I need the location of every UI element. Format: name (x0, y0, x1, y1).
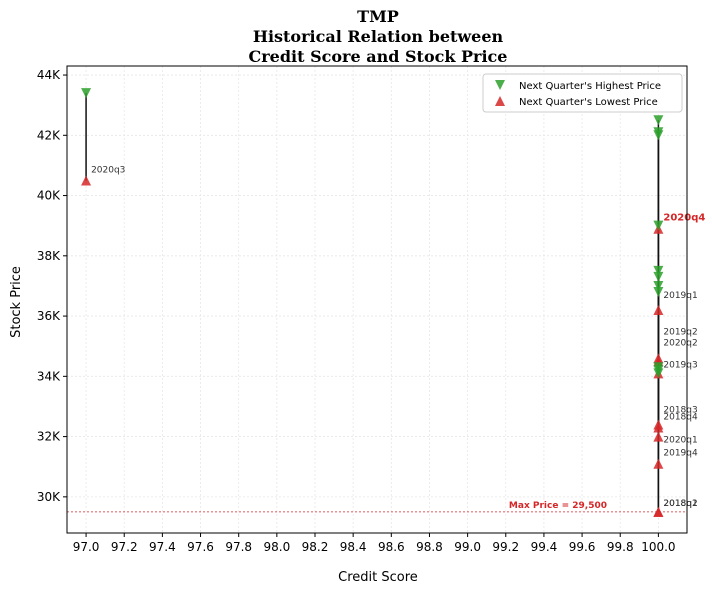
range-lines (85, 93, 660, 512)
reference-line-group: Max Price = 29,500 (67, 501, 687, 513)
plot-area-frame (66, 65, 688, 534)
y-axis-ticks: 30K 32K 34K 36K 38K 40K 42K 44K (37, 68, 67, 504)
point-label-2020q2: 2020q2 (663, 338, 697, 348)
point-label-2019q1: 2019q1 (663, 291, 697, 301)
chart-title-line-2: Historical Relation between (253, 27, 504, 46)
y-tick-label: 38K (37, 249, 61, 263)
y-axis-label: Stock Price (9, 266, 24, 338)
x-tick-label: 97.2 (111, 540, 138, 554)
x-tick-label: 98.0 (263, 540, 290, 554)
y-tick-label: 40K (37, 189, 61, 203)
chart-title: TMP Historical Relation between Credit S… (249, 7, 508, 66)
x-tick-label: 100.0 (641, 540, 675, 554)
x-tick-label: 98.6 (378, 540, 405, 554)
high-price-marker-2020q4 (653, 115, 664, 126)
x-tick-label: 99.6 (569, 540, 596, 554)
point-label-2020q4: 2020q4 (663, 213, 705, 224)
legend-label-high: Next Quarter's Highest Price (519, 81, 661, 92)
high-price-marker-2019q2 (653, 130, 664, 141)
x-tick-label: 97.6 (187, 540, 214, 554)
x-tick-label: 98.4 (340, 540, 367, 554)
y-tick-label: 42K (37, 128, 61, 142)
legend-marker-high (495, 80, 505, 90)
x-tick-label: 99.8 (607, 540, 634, 554)
y-tick-label: 30K (37, 490, 61, 504)
high-price-marker-2019q3 (653, 265, 664, 276)
x-tick-label: 99.2 (492, 540, 519, 554)
x-axis-ticks: 97.0 97.2 97.4 97.6 97.8 98.0 98.2 98.4 98.6 98.8… (73, 533, 676, 554)
legend: Next Quarter's Highest Price Next Quarter… (482, 73, 683, 113)
low-price-marker-2020q1 (653, 431, 664, 442)
x-tick-label: 99.4 (531, 540, 558, 554)
y-tick-label: 34K (37, 369, 61, 383)
point-label-2019q4: 2019q4 (663, 449, 698, 459)
legend-box (482, 73, 683, 113)
x-tick-label: 98.8 (416, 540, 443, 554)
x-axis-label: Credit Score (338, 570, 418, 585)
legend-marker-low (495, 96, 505, 106)
y-tick-label: 44K (37, 68, 61, 82)
high-price-marker-2018q3 (653, 271, 664, 282)
point-label-2018q4: 2018q4 (663, 413, 698, 423)
low-price-marker-2019q1 (653, 305, 664, 316)
x-tick-label: 97.4 (149, 540, 176, 554)
x-tick-label: 99.0 (454, 540, 481, 554)
point-label-2019q2: 2019q2 (663, 327, 697, 337)
data-markers (81, 88, 664, 517)
low-price-marker-2020q3 (81, 175, 92, 186)
chart-title-line-3: Credit Score and Stock Price (249, 47, 508, 66)
reference-line-label: Max Price = 29,500 (509, 501, 607, 511)
point-label-2019q3: 2019q3 (663, 360, 697, 370)
point-label-2018q1: 2018q1 (663, 499, 697, 509)
low-price-marker-2019q4 (653, 458, 664, 469)
point-label-2020q1: 2020q1 (663, 436, 697, 446)
high-price-marker-2020q2 (653, 220, 664, 231)
x-tick-label: 97.8 (225, 540, 252, 554)
high-price-marker-2018q2 (653, 368, 664, 379)
x-tick-label: 97.0 (73, 540, 100, 554)
x-tick-label: 98.2 (302, 540, 329, 554)
legend-label-low: Next Quarter's Lowest Price (519, 97, 658, 108)
point-label-2018q3: 2018q3 (663, 406, 697, 416)
low-price-marker-2018q4 (653, 422, 664, 433)
y-tick-label: 32K (37, 430, 61, 444)
high-price-marker-2018q4 (653, 280, 664, 291)
high-price-marker-2020q1 (653, 286, 664, 297)
point-label-2018q2: 2018q2 (663, 499, 697, 509)
point-label-2020q3: 2020q3 (91, 165, 125, 175)
low-price-marker-2018q2 (653, 506, 664, 517)
y-tick-label: 36K (37, 309, 61, 323)
grid (67, 66, 687, 533)
high-price-marker-2020q3 (81, 88, 92, 99)
chart-title-line-1: TMP (357, 7, 399, 26)
